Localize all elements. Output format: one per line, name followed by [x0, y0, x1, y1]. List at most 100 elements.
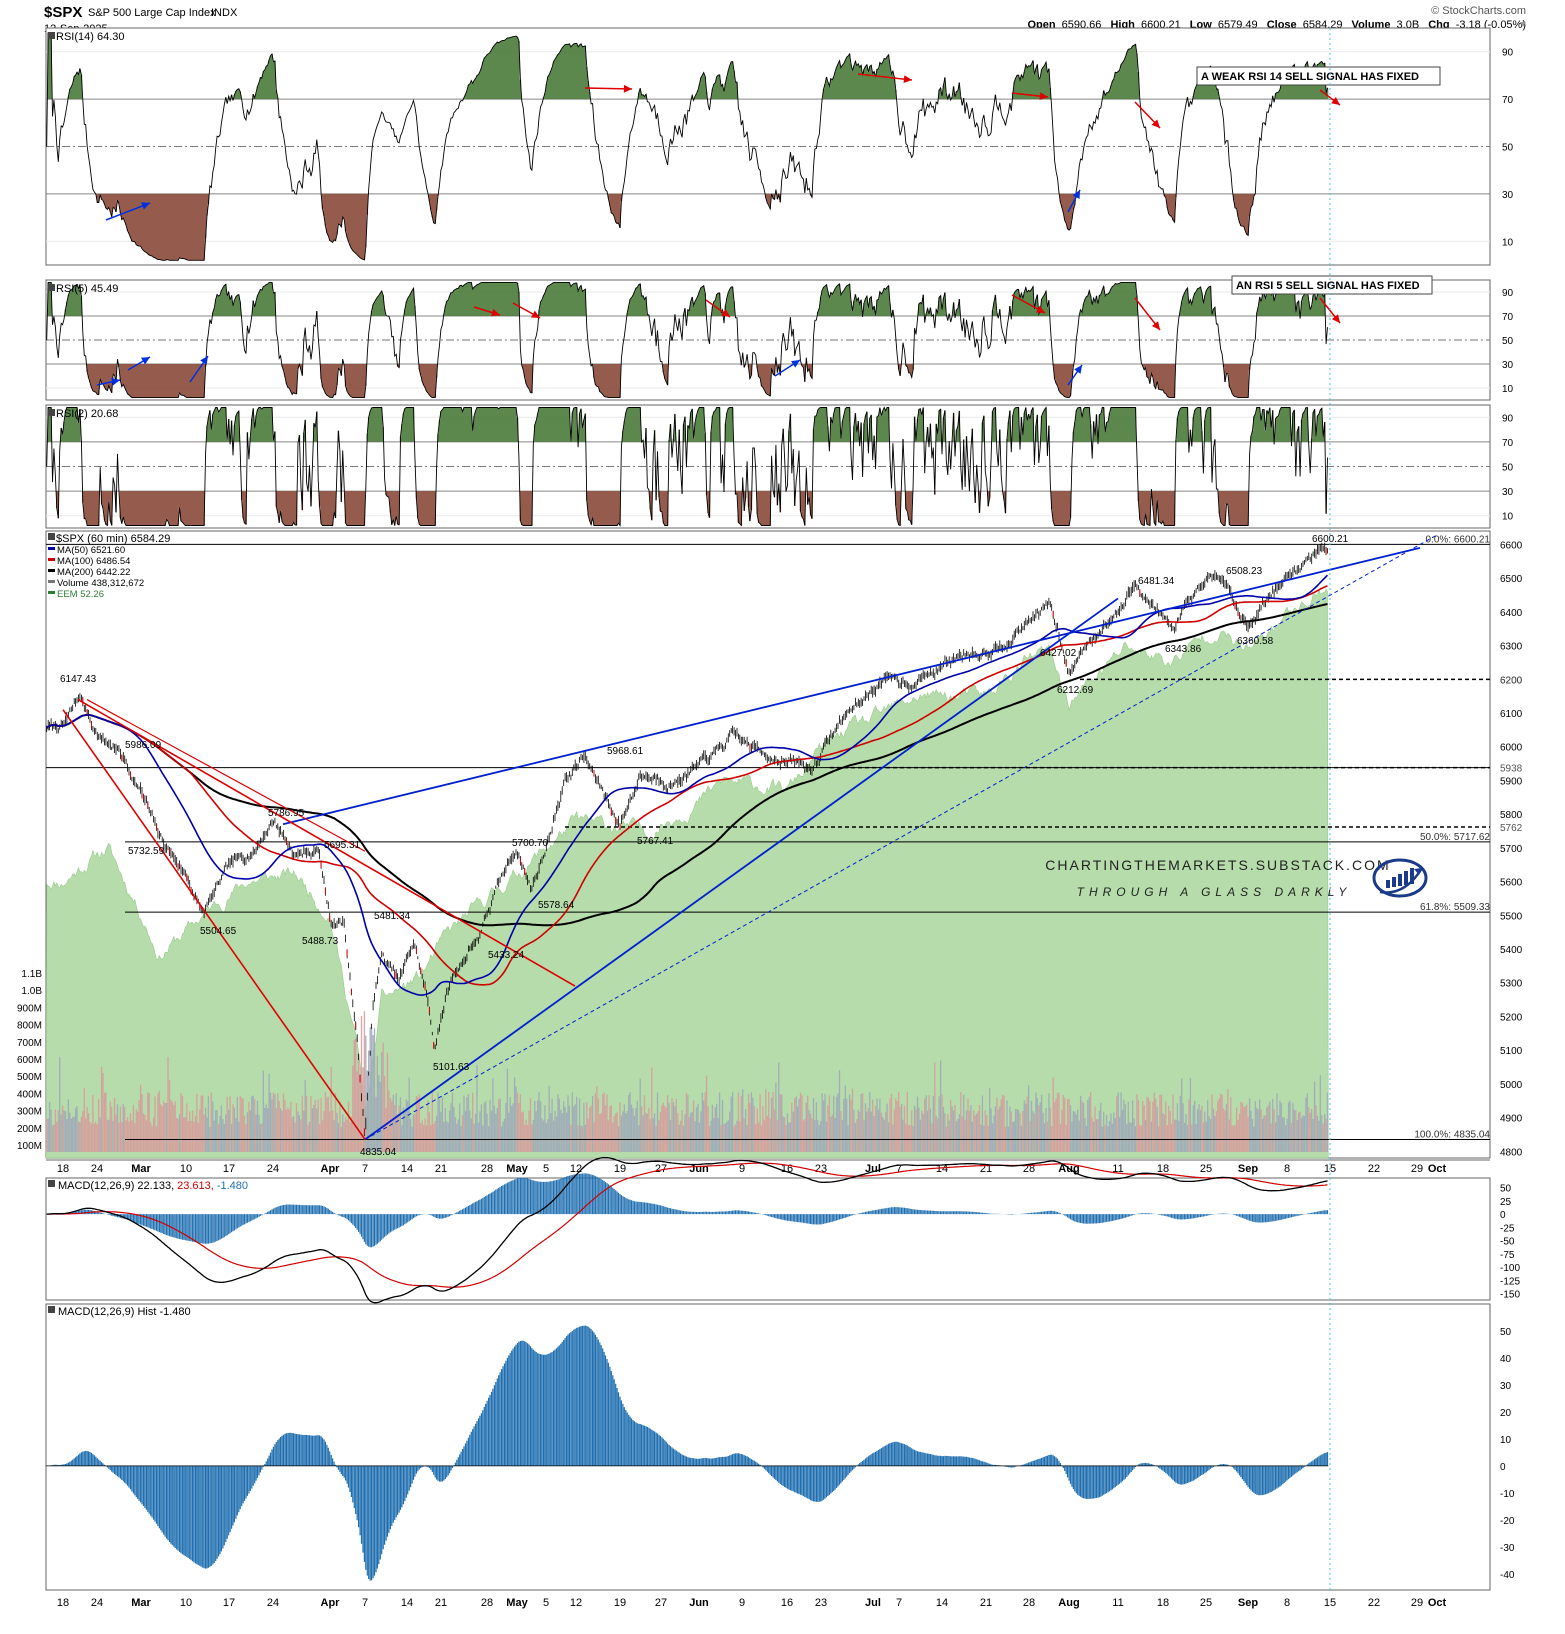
swing-label: 5101.63	[433, 1062, 470, 1073]
price-panel: 4800 4900 5000 5100 5200 5300 5400 5500 5600 5700…	[17, 530, 1523, 1159]
swing-label: 5481.34	[374, 911, 411, 922]
x-tick-label: 24	[91, 1163, 103, 1175]
legend-swatch	[48, 1180, 55, 1187]
blue-resistance-trendline	[282, 546, 1421, 826]
x-tick-label: 23	[815, 1163, 827, 1175]
logo-candle	[1392, 877, 1396, 887]
eem-area	[45, 588, 1329, 1159]
rsi5-panel: 10 30 50 70 90 RSI(5) 45.49 AN RSI 5 SELL SIGN…	[45, 275, 1514, 401]
swing-label: 6343.86	[1165, 644, 1202, 655]
volume-tick-label: 900M	[17, 1003, 42, 1014]
sell-divergence-arrow	[857, 73, 913, 81]
price-tick-label: 6600	[1500, 540, 1523, 551]
price-tick-label: 5100	[1500, 1046, 1523, 1057]
buy-divergence-arrow-head	[791, 360, 800, 368]
branding-line2: THROUGH A GLASS DARKLY	[1077, 885, 1352, 899]
macd-hist-value: -1.480	[217, 1180, 248, 1192]
swing-label: 6212.69	[1057, 685, 1094, 696]
x-tick-label: 5	[543, 1597, 549, 1609]
sell-divergence-arrow-head	[491, 308, 500, 317]
panel-title: RSI(2) 20.68	[56, 408, 118, 420]
macd-signal-value: 23.613,	[177, 1180, 214, 1192]
rsi-tick-label: 70	[1502, 312, 1514, 323]
rsi-line	[46, 406, 1328, 527]
hist-tick-label: -10	[1500, 1489, 1515, 1500]
rsi-tick-label: 50	[1502, 336, 1514, 347]
price-tick-label: 5400	[1500, 945, 1523, 956]
logo-candle	[1386, 880, 1390, 888]
rsi-tick-label: 50	[1502, 463, 1514, 474]
swing-label: 5786.95	[268, 808, 305, 819]
x-tick-label: 10	[180, 1597, 192, 1609]
symbol-title: $SPX	[44, 4, 82, 21]
fib-label: 0.0%: 6600.21	[1426, 534, 1491, 545]
x-tick-label: Apr	[321, 1597, 341, 1609]
x-tick-label: 5	[543, 1163, 549, 1175]
hist-tick-label: 10	[1500, 1435, 1512, 1446]
buy-divergence-arrow-head	[111, 377, 120, 386]
macd-hist-bars	[47, 1173, 1329, 1248]
buy-divergence-arrow-head	[200, 356, 208, 365]
red-wedge-line	[86, 699, 366, 852]
x-tick-label: 12	[570, 1163, 582, 1175]
swing-label: 5732.59	[128, 846, 165, 857]
histogram-bars	[47, 1325, 1329, 1581]
panel-title: MACD(12,26,9) 22.133, 23.613, -1.480	[58, 1180, 248, 1192]
hist-tick-label: 40	[1500, 1354, 1512, 1365]
volume-tick-label: 1.0B	[21, 986, 42, 997]
hist-tick-label: 50	[1500, 1327, 1512, 1338]
annotation-box	[1231, 275, 1433, 295]
panel-title: MACD(12,26,9) Hist -1.480	[58, 1306, 191, 1318]
x-tick-label: 9	[739, 1163, 745, 1175]
sell-divergence-arrow-head	[531, 310, 540, 318]
stockcharts-watermark: © StockCharts.com	[1431, 5, 1526, 17]
volume-tick-label: 800M	[17, 1021, 42, 1032]
x-tick-label: 14	[401, 1597, 413, 1609]
x-tick-label: 21	[980, 1597, 992, 1609]
legend-swatch	[48, 558, 55, 561]
volume-tick-label: 700M	[17, 1038, 42, 1049]
macd-title-name: MACD(12,26,9)	[58, 1180, 134, 1192]
x-tick-label: Aug	[1058, 1597, 1079, 1609]
macd-tick-label: -125	[1500, 1276, 1520, 1287]
swing-label: 5578.64	[538, 900, 575, 911]
x-tick-label: 17	[223, 1163, 235, 1175]
logo-candle	[1410, 868, 1414, 884]
swing-label: 5488.73	[302, 936, 339, 947]
x-tick-label: 18	[57, 1597, 69, 1609]
rsi-tick-label: 90	[1502, 48, 1514, 59]
sell-divergence-arrow-head	[623, 84, 632, 93]
annotation-text: A WEAK RSI 14 SELL SIGNAL HAS FIXED	[1201, 71, 1419, 83]
macd-tick-label: 0	[1500, 1210, 1506, 1221]
x-tick-label: Jul	[865, 1597, 881, 1609]
x-tick-label: 16	[781, 1597, 793, 1609]
logo-candle	[1404, 871, 1408, 885]
macd-value: 22.133,	[137, 1180, 174, 1192]
volume-tick-label: 600M	[17, 1055, 42, 1066]
price-tick-label: 4800	[1500, 1147, 1523, 1158]
red-wedge-line	[62, 709, 366, 1140]
price-tick-label: 5900	[1500, 776, 1523, 787]
sell-divergence-arrow-head	[903, 75, 912, 83]
x-tick-label: 18	[57, 1163, 69, 1175]
rsi-tick-label: 30	[1502, 360, 1514, 371]
hist-tick-label: -30	[1500, 1543, 1515, 1554]
macd-tick-label: -25	[1500, 1223, 1515, 1234]
swing-label: 6147.43	[60, 674, 97, 685]
volume-tick-label: 300M	[17, 1107, 42, 1118]
x-tick-label: Oct	[1428, 1163, 1447, 1175]
x-tick-label: 25	[1200, 1597, 1212, 1609]
price-tick-label: 5800	[1500, 810, 1523, 821]
x-tick-label: 29	[1411, 1597, 1423, 1609]
swing-label: 6427.02	[1040, 648, 1077, 659]
right-marker-label: 6200	[1500, 675, 1523, 686]
price-tick-label: 5000	[1500, 1080, 1523, 1091]
legend-swatch	[48, 284, 55, 291]
price-tick-label: 6100	[1500, 709, 1523, 720]
hist-tick-label: 0	[1500, 1462, 1506, 1473]
rsi-tick-label: 10	[1502, 384, 1514, 395]
macd-tick-label: -150	[1500, 1290, 1520, 1301]
chg-down-arrow-icon	[1520, 22, 1526, 27]
swing-label: 5986.09	[125, 740, 162, 751]
